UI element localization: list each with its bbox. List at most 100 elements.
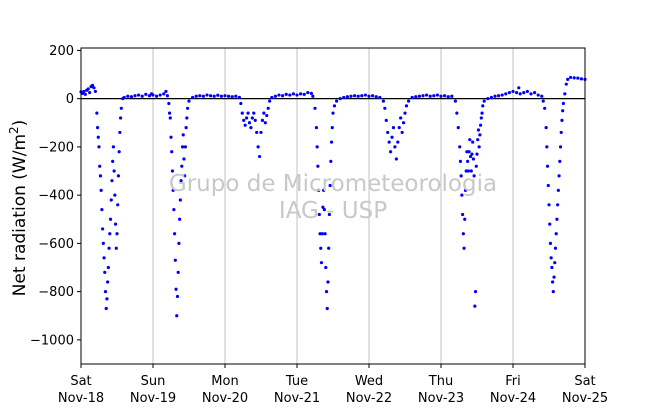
data-point-88: [185, 106, 190, 110]
data-point-243: [482, 99, 486, 103]
watermark-line-2: IAG - USP: [279, 198, 387, 224]
data-point-139: [314, 126, 319, 130]
data-point-12: [95, 126, 100, 130]
data-point-101: [230, 95, 234, 99]
data-point-40: [116, 203, 120, 207]
data-point-21: [102, 256, 106, 260]
vertical-grid: [152, 48, 514, 364]
data-point-272: [551, 280, 555, 284]
data-point-214: [461, 212, 465, 217]
data-point-250: [507, 91, 511, 95]
data-point-193: [404, 104, 409, 108]
data-point-268: [548, 222, 552, 226]
data-point-127: [277, 93, 281, 97]
x-tick-label-date-5: Nov-23: [418, 391, 464, 406]
data-point-260: [540, 94, 544, 98]
data-point-103: [237, 95, 241, 100]
data-point-217: [463, 217, 467, 221]
data-point-137: [311, 94, 315, 98]
data-point-225: [468, 154, 473, 159]
data-point-59: [162, 92, 166, 96]
data-point-122: [265, 113, 269, 118]
data-point-136: [309, 91, 313, 95]
data-point-47: [122, 95, 126, 100]
data-point-218: [463, 188, 468, 192]
data-point-150: [322, 208, 326, 212]
x-tick-label-date-2: Nov-20: [202, 391, 248, 406]
data-point-256: [525, 89, 530, 94]
data-point-271: [550, 265, 554, 270]
data-point-223: [467, 150, 471, 154]
data-point-277: [554, 232, 558, 236]
data-point-194: [407, 99, 411, 103]
data-point-163: [332, 104, 337, 108]
data-point-289: [564, 82, 568, 86]
y-tick-label-6: −1000: [30, 333, 74, 348]
data-point-172: [363, 93, 367, 97]
data-point-142: [317, 188, 321, 192]
data-point-41: [116, 174, 121, 178]
x-tick-label-date-7: Nov-25: [562, 391, 608, 406]
data-point-253: [517, 86, 521, 90]
x-tick-label-day-5: Thu: [428, 374, 453, 389]
data-point-187: [396, 140, 400, 144]
data-point-282: [558, 159, 562, 163]
data-point-28: [107, 246, 111, 250]
data-point-82: [181, 133, 185, 137]
data-point-285: [560, 118, 564, 122]
data-point-42: [117, 150, 121, 154]
data-point-293: [576, 76, 580, 80]
data-point-114: [253, 118, 257, 122]
data-point-170: [356, 94, 360, 98]
data-point-49: [129, 95, 133, 99]
data-point-94: [205, 93, 209, 97]
data-point-36: [113, 193, 117, 197]
data-point-267: [547, 203, 551, 207]
data-point-34: [111, 145, 115, 149]
data-point-27: [106, 265, 110, 270]
data-point-72: [174, 287, 178, 291]
x-tick-label-day-4: Wed: [355, 374, 383, 389]
data-point-266: [546, 183, 550, 188]
data-point-57: [155, 94, 159, 98]
data-point-246: [493, 94, 497, 98]
data-point-133: [299, 92, 303, 96]
data-point-164: [335, 99, 339, 103]
data-point-117: [257, 154, 262, 159]
data-point-161: [330, 126, 334, 130]
data-point-166: [342, 95, 346, 100]
y-tick-label-0: 200: [49, 44, 74, 59]
data-point-91: [194, 94, 198, 98]
y-tick-label-3: −400: [38, 189, 74, 204]
data-point-216: [462, 246, 466, 250]
data-point-280: [556, 188, 560, 192]
data-point-244: [486, 97, 490, 101]
data-point-6: [88, 91, 92, 95]
data-point-222: [466, 169, 470, 173]
data-point-76: [177, 241, 181, 245]
data-point-52: [140, 94, 144, 98]
data-point-188: [397, 126, 401, 130]
data-point-3: [83, 92, 87, 96]
data-point-274: [552, 275, 556, 279]
data-point-125: [270, 95, 274, 100]
data-point-50: [133, 94, 137, 98]
plot-frame: [80, 47, 586, 365]
data-point-195: [410, 95, 414, 100]
data-point-265: [545, 164, 550, 168]
data-point-18: [100, 208, 104, 212]
data-point-205: [446, 95, 450, 99]
data-point-158: [328, 183, 332, 188]
data-point-273: [551, 290, 555, 294]
data-point-106: [242, 118, 246, 122]
data-point-30: [108, 217, 113, 221]
data-point-84: [183, 174, 187, 178]
data-point-140: [315, 145, 319, 149]
data-point-177: [381, 99, 385, 103]
data-point-227: [470, 152, 474, 156]
data-point-113: [252, 111, 256, 115]
data-point-235: [476, 138, 480, 142]
data-point-261: [541, 99, 545, 103]
data-point-275: [553, 261, 557, 265]
